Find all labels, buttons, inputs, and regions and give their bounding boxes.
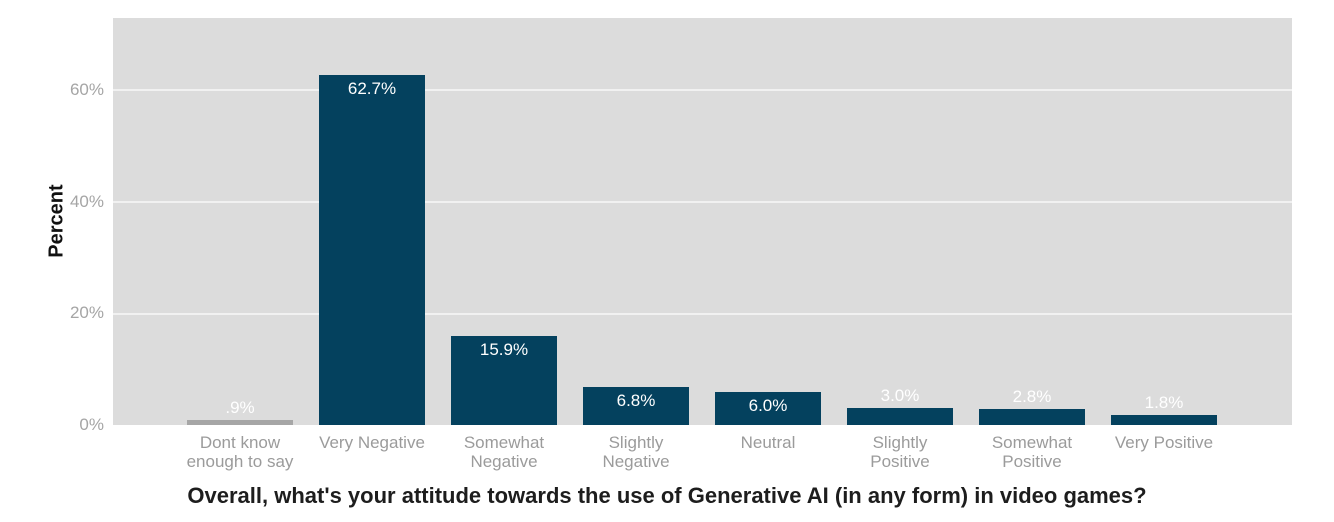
bar-dont-know-enough-to-say[interactable] — [187, 419, 293, 425]
chart-title: Overall, what's your attitude towards th… — [187, 483, 1147, 508]
x-category-label: Very Positive — [1114, 433, 1214, 452]
bar-neutral[interactable] — [715, 391, 821, 425]
bar-slightly-positive[interactable] — [847, 408, 953, 425]
bar-value-label: 3.0% — [880, 386, 920, 406]
gridline — [113, 201, 1292, 203]
x-category-label: Somewhat Positive — [991, 433, 1073, 471]
gridline — [113, 312, 1292, 315]
bar-value-label: 6.0% — [748, 395, 788, 415]
x-category-label: Very Negative — [319, 433, 425, 452]
bar-value-label: 62.7% — [347, 79, 397, 99]
bar-value-label: 6.8% — [616, 391, 656, 411]
y-tick-label: 20% — [69, 303, 104, 323]
gridline — [113, 89, 1292, 92]
x-category-label: Neutral — [740, 433, 796, 452]
x-category-label: Slightly Negative — [602, 433, 670, 471]
plot-area: .9% 62.7% 15.9% 6.8% 6.0% 3.0% 2.8% 1.8% — [113, 18, 1292, 425]
y-tick-label: 0% — [79, 415, 104, 434]
bar-value-label: 15.9% — [479, 340, 529, 360]
y-tick-label: 60% — [69, 80, 104, 100]
x-category-label: Dont know enough to say — [186, 433, 294, 471]
bar-value-label: .9% — [225, 397, 255, 417]
bar-somewhat-positive[interactable] — [979, 409, 1085, 425]
bar-value-label: 2.8% — [1012, 387, 1052, 407]
bar-value-label: 1.8% — [1144, 392, 1184, 412]
x-category-label: Slightly Positive — [870, 433, 930, 471]
bar-slightly-negative[interactable] — [583, 387, 689, 425]
x-category-label: Somewhat Negative — [463, 433, 545, 471]
bar-somewhat-negative[interactable] — [451, 336, 557, 425]
bar-very-negative[interactable] — [319, 75, 425, 425]
y-tick-label: 40% — [69, 191, 104, 211]
bar-very-positive[interactable] — [1111, 414, 1217, 425]
